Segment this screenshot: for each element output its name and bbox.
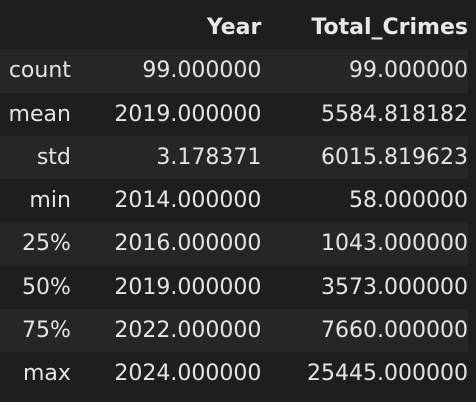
row-label: mean (8, 101, 71, 127)
total-crimes-cell: 58.000000 (349, 188, 468, 214)
row-label: count (8, 58, 71, 84)
index-header (0, 6, 71, 49)
row-label: 25% (22, 231, 71, 257)
year-cell: 2019.000000 (114, 274, 262, 300)
column-header-total-crimes: Total_Crimes (311, 15, 468, 40)
column-header-year: Year (206, 15, 262, 40)
year-cell: 2016.000000 (114, 231, 262, 257)
year-cell: 2022.000000 (114, 318, 262, 344)
table-row: count 99.000000 99.000000 (0, 49, 468, 93)
table-row: 25% 2016.000000 1043.000000 (0, 222, 468, 266)
describe-table: Year Total_Crimes count 99.000000 99.000… (0, 6, 468, 396)
table-row: std 3.178371 6015.819623 (0, 135, 468, 180)
total-crimes-cell: 99.000000 (349, 58, 468, 84)
year-cell: 2024.000000 (114, 361, 262, 387)
row-label: 75% (22, 318, 71, 344)
total-crimes-cell: 5584.818182 (321, 101, 468, 127)
row-label: std (36, 144, 71, 170)
row-label: min (29, 188, 71, 214)
total-crimes-cell: 1043.000000 (321, 231, 468, 257)
table-row: min 2014.000000 58.000000 (0, 179, 468, 223)
table-row: 75% 2022.000000 7660.000000 (0, 309, 468, 353)
year-cell: 99.000000 (142, 58, 262, 84)
year-cell: 2019.000000 (114, 101, 262, 127)
total-crimes-cell: 3573.000000 (321, 274, 468, 300)
total-crimes-cell: 7660.000000 (321, 318, 468, 344)
table-row: 50% 2019.000000 3573.000000 (0, 265, 468, 310)
table-row: max 2024.000000 25445.000000 (0, 352, 468, 396)
year-cell: 3.178371 (156, 144, 262, 170)
total-crimes-cell: 25445.000000 (307, 361, 468, 387)
year-cell: 2014.000000 (114, 188, 262, 214)
row-label: max (22, 361, 71, 387)
total-crimes-cell: 6015.819623 (321, 144, 468, 170)
row-label: 50% (22, 274, 71, 300)
table-row: mean 2019.000000 5584.818182 (0, 92, 468, 136)
header-row: Year Total_Crimes (0, 6, 468, 49)
